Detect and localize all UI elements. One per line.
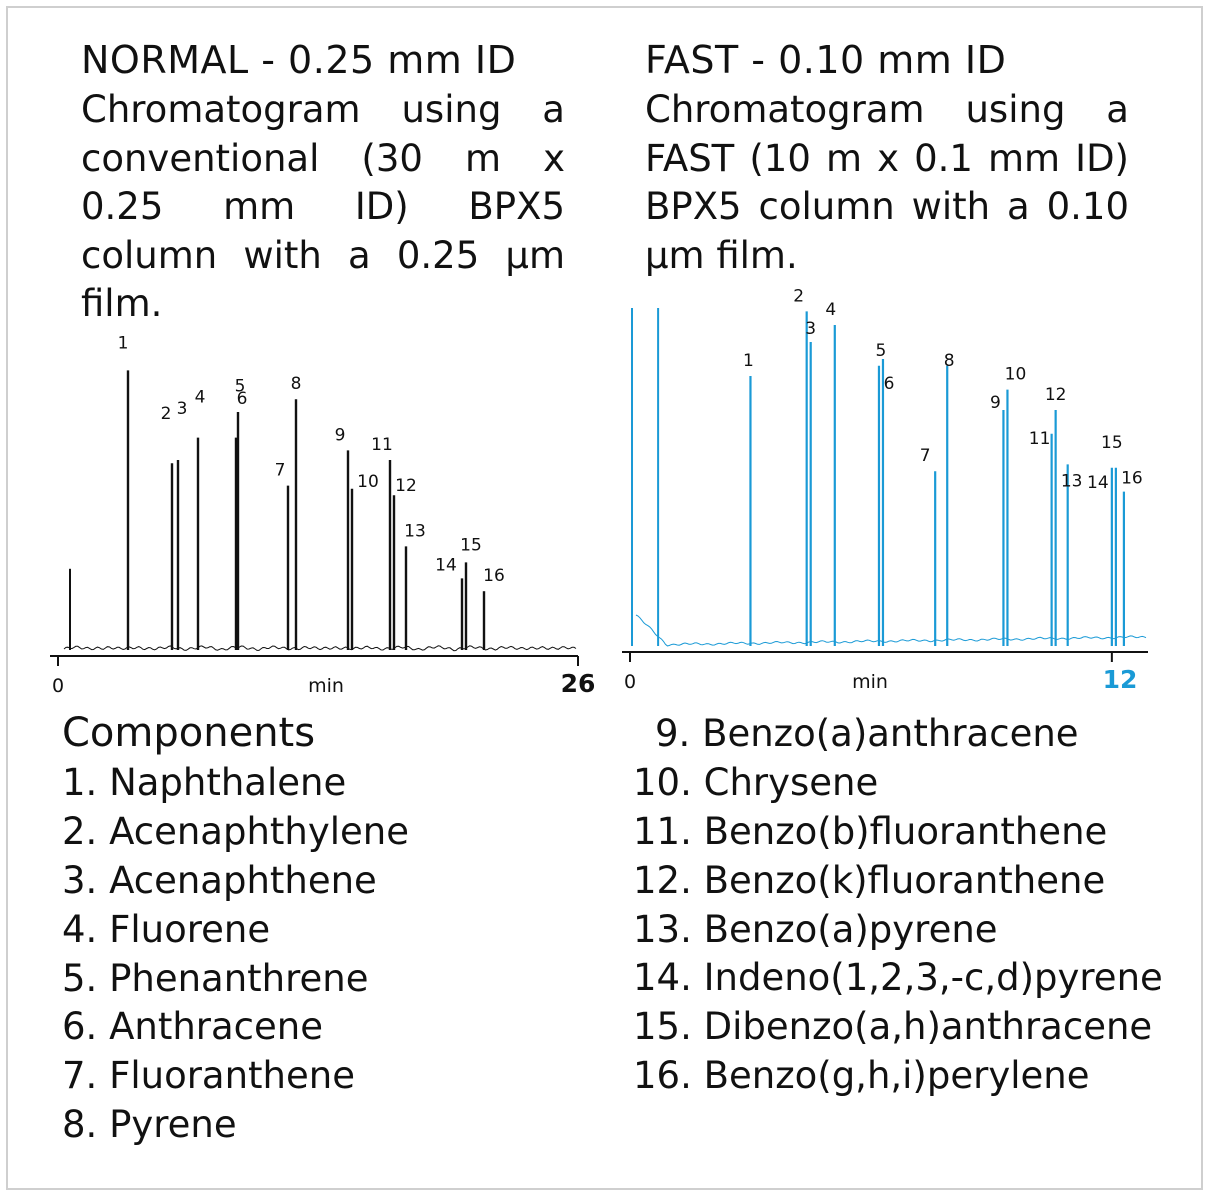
component-item: 12. Benzo(k)fluoranthene [633,858,1106,902]
normal-description: Chromatogram using a conventional (30 m … [81,88,565,325]
component-item: 7. Fluoranthene [62,1054,355,1098]
peak-label-1: 1 [743,351,754,371]
component-item: 9. Benzo(a)anthracene [655,712,1079,755]
peak-label-3: 3 [177,399,188,419]
peak-label-14: 14 [1087,473,1109,493]
peak-label-2: 2 [161,404,172,424]
peak-label-4: 4 [825,300,836,320]
peak-label-16: 16 [1121,469,1143,489]
component-item: 16. Benzo(g,h,i)perylene [633,1054,1090,1098]
peak-label-8: 8 [944,351,955,371]
peak-label-2: 2 [793,286,804,306]
x-tick-label-end: 12 [1103,665,1138,694]
peak-label-8: 8 [291,374,302,394]
baseline-trace [63,645,577,652]
x-tick-label-start: 0 [624,671,636,693]
peak-label-15: 15 [1101,433,1123,453]
component-item: 1. Naphthalene [62,761,347,804]
component-item: 10. Chrysene [633,760,879,804]
peak-label-10: 10 [1005,365,1027,385]
peak-label-4: 4 [195,388,206,408]
component-item: 4. Fluorene [62,907,271,951]
peak-label-16: 16 [483,566,505,586]
component-item: 5. Phenanthrene [62,956,369,1000]
fast-title: FAST - 0.10 mm ID [645,38,1007,82]
component-item: 2. Acenaphthylene [62,809,410,853]
peak-label-11: 11 [371,435,393,455]
peak-label-11: 11 [1029,429,1051,449]
figure-frame [6,6,1203,1190]
component-item: 8. Pyrene [62,1103,237,1147]
peak-label-9: 9 [990,393,1001,413]
peak-label-10: 10 [357,472,379,492]
component-item: 11. Benzo(b)fluoranthene [633,809,1108,853]
x-axis-label: min [308,675,344,697]
baseline-trace [635,614,1147,647]
components-list-left: 1. Naphthalene 2. Acenaphthylene 3. Acenap… [62,759,409,1150]
x-tick-label-start: 0 [52,675,64,697]
peak-label-13: 13 [1061,471,1083,491]
peak-label-7: 7 [920,446,931,466]
components-list-right: 9. Benzo(a)anthracene 10. Chrysene 11. Ben… [633,710,1163,1101]
peak-label-12: 12 [1045,385,1067,405]
component-item: 13. Benzo(a)pyrene [633,907,998,951]
fast-description: Chromatogram using a FAST (10 m x 0.1 mm… [645,88,1129,277]
component-item: 6. Anthracene [62,1005,323,1049]
peak-label-15: 15 [460,535,482,555]
peak-label-1: 1 [118,333,129,353]
peak-label-9: 9 [335,425,346,445]
peak-label-12: 12 [395,476,417,496]
x-tick-label-end: 26 [561,669,596,698]
x-axis-label: min [852,671,888,693]
peak-label-14: 14 [435,555,457,575]
peak-label-6: 6 [884,374,895,394]
normal-title: NORMAL - 0.25 mm ID [81,38,517,82]
peak-label-6: 6 [237,389,248,409]
peak-label-3: 3 [805,319,816,339]
component-item: 14. Indeno(1,2,3,-c,d)pyrene [633,956,1163,1000]
peak-label-13: 13 [404,521,426,541]
component-item: 3. Acenaphthene [62,858,377,902]
component-item: 15. Dibenzo(a,h)anthracene [633,1005,1153,1049]
peak-label-5: 5 [235,377,246,397]
components-heading: Components [62,710,316,756]
peak-label-7: 7 [275,461,286,481]
peak-label-5: 5 [876,341,887,361]
